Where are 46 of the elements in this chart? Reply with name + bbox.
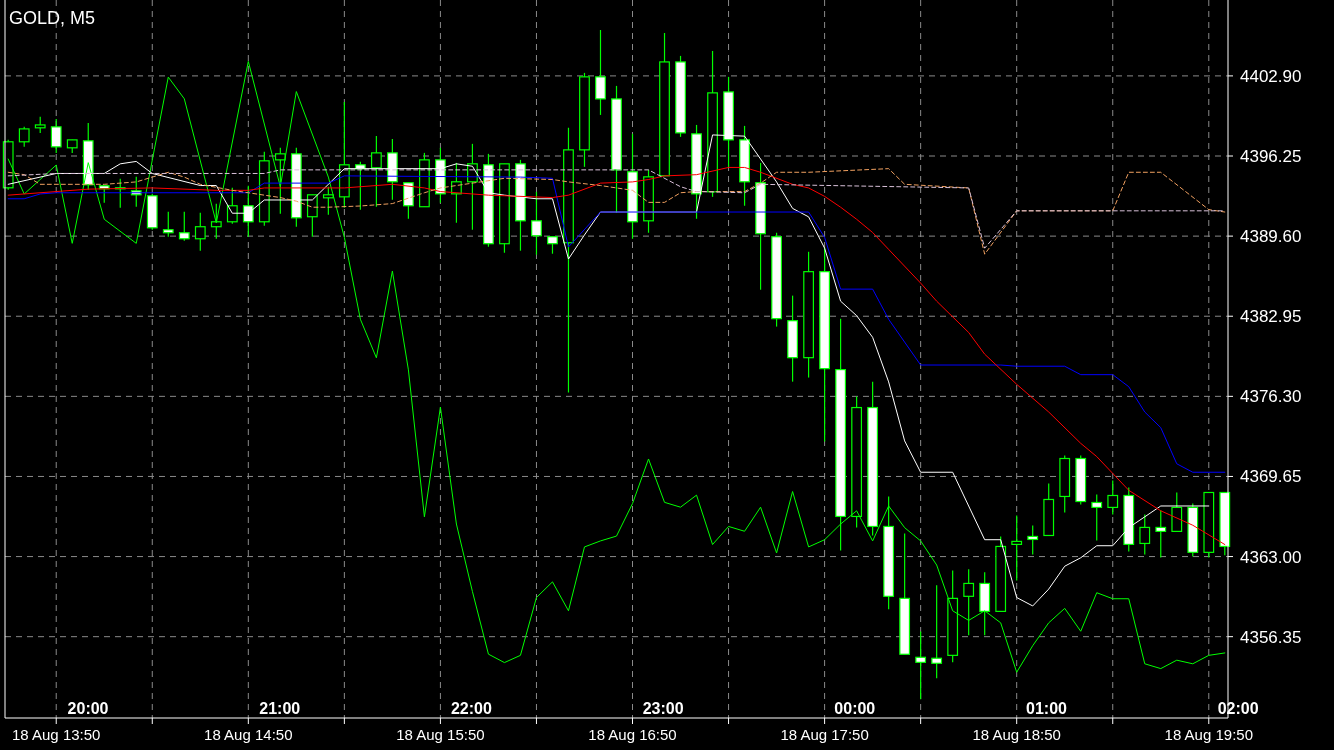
y-tick-label: 4356.35 <box>1240 627 1302 647</box>
x-tick-label: 18 Aug 17:50 <box>780 726 869 743</box>
x2-tick-label: 21:00 <box>259 700 301 717</box>
y-tick-label: 4389.60 <box>1240 227 1302 247</box>
x-tick-label: 18 Aug 13:50 <box>12 726 101 743</box>
x2-tick-label: 02:00 <box>1217 700 1259 717</box>
x2-tick-label: 22:00 <box>450 700 492 717</box>
candlestick <box>194 212 206 252</box>
candlestick <box>1027 524 1039 555</box>
x2-tick-label: 23:00 <box>642 700 684 717</box>
candlestick <box>50 118 62 154</box>
x2-tick-label: 01:00 <box>1026 700 1068 717</box>
candlestick <box>1091 493 1103 542</box>
candlestick <box>162 211 174 238</box>
candlestick <box>370 135 382 208</box>
candlestick <box>18 126 30 148</box>
chart-title: GOLD, M5 <box>9 8 96 28</box>
candlestick <box>403 182 414 220</box>
candlestick <box>178 211 190 242</box>
y-tick-label: 4363.00 <box>1240 547 1302 567</box>
x2-tick-label: 20:00 <box>67 700 109 717</box>
candlestick <box>1155 509 1167 559</box>
candlestick <box>242 185 254 238</box>
y-tick-label: 4369.65 <box>1240 467 1302 487</box>
y-tick-label: 4382.95 <box>1240 307 1302 327</box>
candlestick <box>226 187 238 225</box>
x-tick-label: 18 Aug 19:50 <box>1164 726 1253 743</box>
x-tick-label: 18 Aug 18:50 <box>972 726 1061 743</box>
candlestick <box>1107 479 1119 516</box>
candlestick <box>595 29 606 116</box>
candlestick <box>1171 491 1183 532</box>
y-tick-label: 4396.25 <box>1240 146 1302 166</box>
candlestick <box>1139 513 1151 555</box>
x-tick-label: 18 Aug 16:50 <box>588 726 677 743</box>
candlestick <box>1011 514 1023 582</box>
candlestick <box>274 147 286 215</box>
candlestick <box>963 568 975 636</box>
y-tick-label: 4376.30 <box>1240 387 1302 407</box>
candlestick <box>915 630 927 700</box>
candlestick <box>531 191 542 256</box>
candlestick <box>210 203 222 240</box>
x-tick-label: 18 Aug 14:50 <box>204 726 293 743</box>
x2-tick-label: 00:00 <box>834 700 876 717</box>
x-tick-label: 18 Aug 15:50 <box>396 726 485 743</box>
y-tick-label: 4402.90 <box>1240 66 1302 86</box>
candlestick <box>931 584 943 679</box>
